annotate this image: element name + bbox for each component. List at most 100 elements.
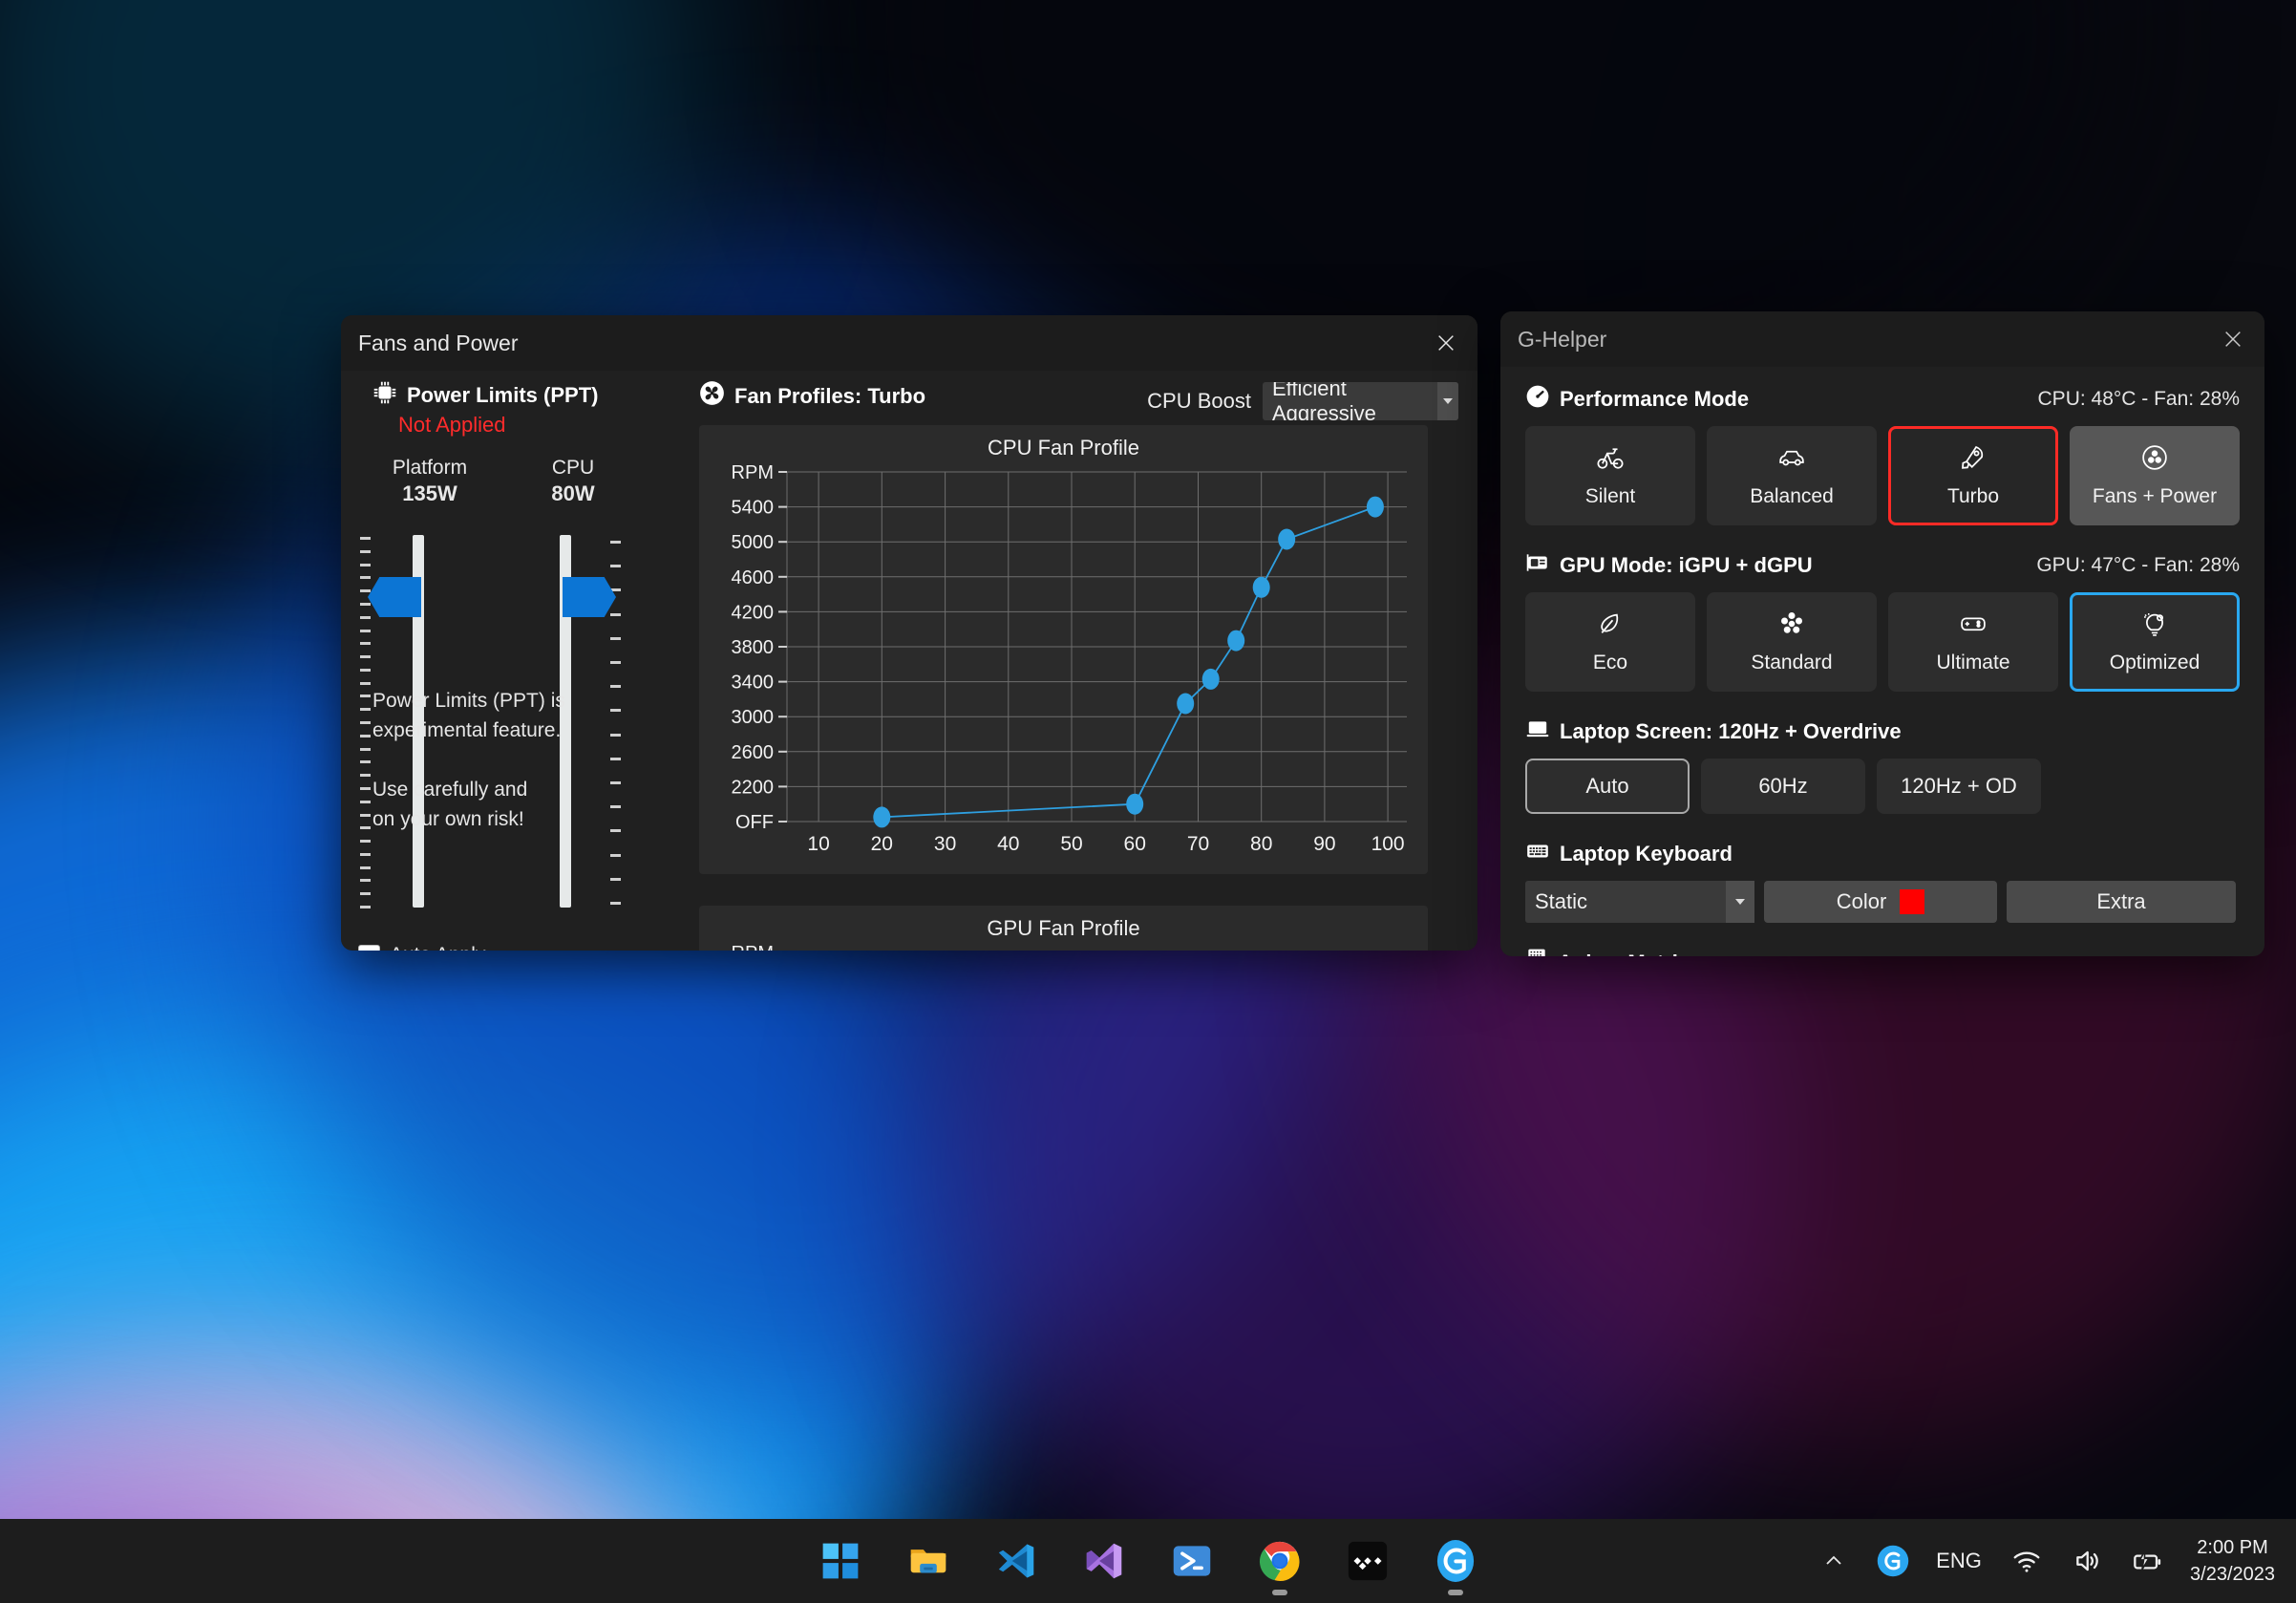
performance-tile-label: Turbo xyxy=(1946,485,2000,507)
screen-option-120hz-od[interactable]: 120Hz + OD xyxy=(1877,759,2041,814)
gpu-tile-ultimate[interactable]: Ultimate xyxy=(1888,592,2058,692)
g-helper-tray-icon[interactable] xyxy=(1863,1519,1923,1603)
laptop-keyboard-section: Laptop Keyboard Static Color Extra xyxy=(1525,839,2240,923)
chrome-icon[interactable] xyxy=(1258,1539,1302,1595)
close-icon[interactable] xyxy=(2201,311,2264,367)
gpu-tile-label: Standard xyxy=(1751,652,1833,673)
g-helper-icon[interactable] xyxy=(1434,1539,1478,1595)
fan-icon xyxy=(699,380,725,412)
gpu-fan-profile-chart[interactable]: GPU Fan Profile RPM220026003000340038004… xyxy=(699,906,1428,951)
keyboard-extra-button[interactable]: Extra xyxy=(2007,881,2236,923)
cpu-value: 80W xyxy=(551,481,595,505)
running-indicator xyxy=(1272,1590,1287,1595)
close-icon[interactable] xyxy=(1414,315,1478,371)
cpu-readout: CPU 80W xyxy=(501,457,645,506)
chevron-down-icon[interactable] xyxy=(1726,881,1754,923)
power-limits-panel: Power Limits (PPT) Not Applied Platform … xyxy=(358,371,683,951)
powershell-icon[interactable] xyxy=(1170,1539,1214,1583)
platform-slider-thumb[interactable] xyxy=(368,577,421,617)
fan-settings-icon xyxy=(2140,443,2169,478)
cpu-fan-profile-chart[interactable]: CPU Fan Profile RPM 2200 2600 3000 3400 3800 4… xyxy=(699,425,1428,874)
laptop-keyboard-heading-text: Laptop Keyboard xyxy=(1560,842,1733,866)
keyboard-controls: Static Color Extra xyxy=(1525,881,2240,923)
cpu-slider-thumb[interactable] xyxy=(563,577,616,617)
cpu-temp-status: CPU: 48°C - Fan: 28% xyxy=(2037,388,2240,410)
gpu-tile-optimized[interactable]: Optimized xyxy=(2070,592,2240,692)
running-indicator xyxy=(1448,1590,1463,1595)
gpu-tile-label: Optimized xyxy=(2109,652,2200,673)
gpu-fan-profile-plot[interactable]: RPM220026003000340038004200460050005400O… xyxy=(699,941,1428,951)
performance-tile-fans-power[interactable]: Fans + Power xyxy=(2070,426,2240,525)
language-indicator[interactable]: ENG xyxy=(1936,1549,1982,1572)
battery-charging-icon[interactable] xyxy=(2117,1519,2177,1603)
leaf-icon xyxy=(1596,609,1625,644)
screen-option-auto[interactable]: Auto xyxy=(1525,759,1690,814)
bicycle-icon xyxy=(1596,443,1625,478)
svg-text:70: 70 xyxy=(1187,833,1209,855)
cpu-power-slider[interactable] xyxy=(494,535,637,908)
visual-studio-icon[interactable] xyxy=(1082,1539,1126,1583)
performance-tile-turbo[interactable]: Turbo xyxy=(1888,426,2058,525)
gpu-icon xyxy=(1525,550,1550,581)
volume-icon[interactable] xyxy=(2058,1519,2117,1603)
svg-text:3400: 3400 xyxy=(732,673,775,694)
svg-text:5000: 5000 xyxy=(732,532,775,553)
fans-window-titlebar: Fans and Power xyxy=(341,315,1478,371)
platform-slider-ticks xyxy=(360,535,375,908)
svg-text:30: 30 xyxy=(934,833,956,855)
car-icon xyxy=(1777,443,1806,478)
system-tray: ENG 2:00 PM 3/23/2023 xyxy=(1804,1519,2296,1603)
wifi-icon[interactable] xyxy=(1995,1519,2058,1603)
power-limits-heading-text: Power Limits (PPT) xyxy=(407,383,599,407)
cpu-slider-track xyxy=(560,535,571,908)
performance-mode-heading: Performance Mode xyxy=(1525,384,1749,415)
chevron-up-icon[interactable] xyxy=(1804,1519,1863,1603)
file-explorer-icon[interactable] xyxy=(906,1539,950,1583)
keyboard-mode-select[interactable]: Static xyxy=(1525,881,1754,923)
laptop-screen-heading: Laptop Screen: 120Hz + Overdrive xyxy=(1525,716,2240,747)
keyboard-color-button[interactable]: Color xyxy=(1764,881,1997,923)
clock[interactable]: 2:00 PM 3/23/2023 xyxy=(2177,1519,2296,1603)
svg-text:100: 100 xyxy=(1371,833,1405,855)
fan-profiles-heading: Fan Profiles: Turbo xyxy=(699,380,925,412)
cpu-boost-select[interactable]: Efficient Aggressive xyxy=(1263,382,1458,420)
gamepad-icon xyxy=(1959,609,1988,644)
anime-matrix-icon xyxy=(1525,948,1548,956)
gpu-mode-heading-text: GPU Mode: iGPU + dGPU xyxy=(1560,553,1813,577)
performance-tile-silent[interactable]: Silent xyxy=(1525,426,1695,525)
taskbar: ENG 2:00 PM 3/23/2023 xyxy=(0,1519,2296,1603)
platform-power-slider[interactable] xyxy=(347,535,490,908)
atom-icon xyxy=(1777,609,1806,644)
cpu-boost-value: Efficient Aggressive xyxy=(1272,382,1376,420)
svg-text:2600: 2600 xyxy=(732,742,775,763)
power-limits-auto-apply-row[interactable]: Auto Apply xyxy=(358,944,485,951)
vscode-icon[interactable] xyxy=(994,1539,1038,1583)
cpu-fan-profile-plot[interactable]: RPM 2200 2600 3000 3400 3800 4200 4600 5000 5400 O… xyxy=(699,460,1428,866)
cpu-slider-ticks xyxy=(610,535,626,908)
svg-text:3000: 3000 xyxy=(732,707,775,728)
power-limits-auto-apply-checkbox[interactable] xyxy=(358,944,380,951)
tidal-icon[interactable] xyxy=(1346,1539,1390,1583)
gpu-tile-standard[interactable]: Standard xyxy=(1707,592,1877,692)
gpu-mode-tiles: Eco Standard Ultimate xyxy=(1525,592,2240,692)
laptop-screen-section: Laptop Screen: 120Hz + Overdrive Auto 60… xyxy=(1525,716,2240,814)
screen-option-60hz[interactable]: 60Hz xyxy=(1701,759,1865,814)
power-limits-auto-apply-label: Auto Apply xyxy=(390,944,485,951)
svg-text:20: 20 xyxy=(871,833,893,855)
performance-tile-label: Balanced xyxy=(1750,485,1834,507)
power-limits-note: Power Limits (PPT) is experimental featu… xyxy=(372,690,565,830)
gpu-tile-eco[interactable]: Eco xyxy=(1525,592,1695,692)
fans-and-power-window: Fans and Power xyxy=(341,315,1478,951)
gpu-mode-header: GPU Mode: iGPU + dGPU GPU: 47°C - Fan: 2… xyxy=(1525,550,2240,581)
keyboard-icon xyxy=(1525,839,1550,869)
gpu-mode-section: GPU Mode: iGPU + dGPU GPU: 47°C - Fan: 2… xyxy=(1525,550,2240,692)
svg-text:10: 10 xyxy=(807,833,829,855)
color-swatch[interactable] xyxy=(1900,889,1925,914)
performance-mode-heading-text: Performance Mode xyxy=(1560,387,1750,411)
performance-tile-balanced[interactable]: Balanced xyxy=(1707,426,1877,525)
anime-matrix-heading-text: Anime Matrix xyxy=(1558,951,1690,956)
start-button[interactable] xyxy=(818,1539,862,1583)
svg-text:40: 40 xyxy=(997,833,1019,855)
cpu-label: CPU xyxy=(551,457,595,479)
chevron-down-icon[interactable] xyxy=(1436,382,1458,420)
